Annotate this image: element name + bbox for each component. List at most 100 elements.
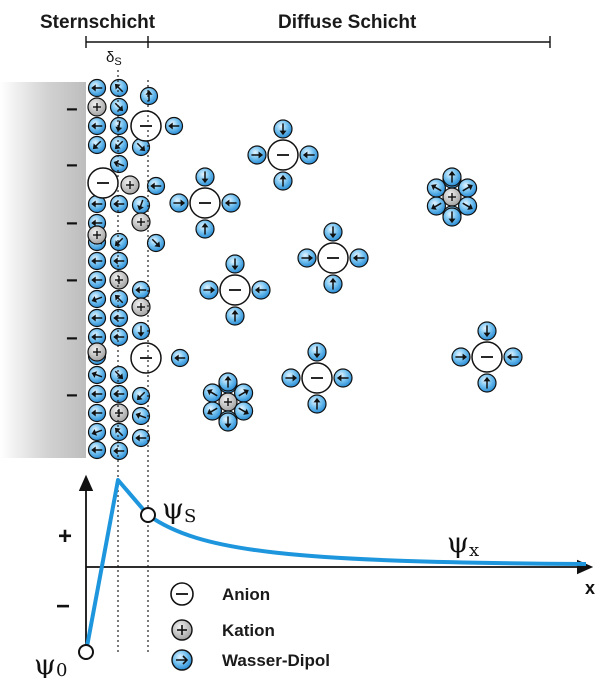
anion [189,187,221,219]
water-dipole [109,289,129,309]
water-dipole [169,193,189,213]
water-dipole [199,280,219,300]
anion [471,341,503,373]
water-dipole [131,137,151,157]
anion [219,274,251,306]
plus-sign: + [58,523,72,550]
water-dipole [87,308,107,328]
water-dipole [323,222,343,242]
water-dipole [442,167,462,187]
cation [442,187,462,207]
water-dipole [87,78,107,98]
electrode-surface [0,82,86,458]
cation [87,225,107,245]
water-dipole [225,306,245,326]
x-axis-label: x [585,578,595,598]
boundary-lines [117,70,149,655]
water-dipole [225,254,245,274]
water-dipole [109,116,129,136]
water-dipole [233,401,254,421]
wall-charge-minus: − [66,213,78,235]
wall-charge-minus: − [66,328,78,350]
anion [301,362,333,394]
psi0-point [78,644,94,660]
legend-label-kation: Kation [222,621,275,640]
water-dipole [281,368,301,388]
potential-graph: + − x ψ0 ψS ψx [34,474,595,678]
anion [87,167,119,199]
water-dipole [457,196,478,216]
header-area: Sternschicht Diffuse Schicht δS [40,12,551,68]
water-dipole [87,270,107,290]
potential-curve [84,478,587,653]
water-dipole [146,176,166,196]
water-dipole [457,178,478,198]
ion-layer [87,78,523,461]
water-dipole [164,116,184,136]
water-dipole [233,383,254,403]
water-dipole [109,97,129,117]
cation [87,342,107,362]
water-dipole [109,308,129,328]
water-dipole [221,193,241,213]
water-dipole [109,135,129,155]
water-dipole [202,401,223,421]
water-dipole [218,412,238,432]
cation [87,97,107,117]
water-dipole [307,394,327,414]
water-dipole [451,347,471,367]
water-dipole [109,441,129,461]
water-dipole [109,365,129,385]
water-dipole [170,348,190,368]
anion [317,242,349,274]
water-dipole [251,280,271,300]
water-dipole [87,251,107,271]
wall-charge-minus: − [66,155,78,177]
water-dipole [87,422,107,442]
water-dipole [426,178,447,198]
water-dipole [247,145,267,165]
water-dipole [109,422,129,442]
water-dipole [299,145,319,165]
water-dipole [131,428,151,448]
water-dipole [87,135,107,155]
water-dipole [333,368,353,388]
water-dipole [139,86,159,106]
minus-sign: − [56,593,70,620]
anion [130,110,162,142]
legend-item-anion: Anion [170,582,270,606]
water-dipole [146,233,166,253]
water-dipole [426,196,447,216]
water-dipole [87,365,107,385]
water-dipole [87,384,107,404]
cation [120,175,140,195]
water-dipole [87,440,107,460]
water-dipole [349,248,369,268]
water-dipole [503,347,523,367]
water-dipole [131,195,151,215]
water-dipole [109,384,129,404]
diffuse-layer-title: Diffuse Schicht [278,12,417,33]
legend-label-anion: Anion [222,585,270,604]
cation [109,403,129,423]
stern-layer-title: Sternschicht [40,12,156,33]
water-dipole [131,386,151,406]
water-dipole [195,167,215,187]
psiS-point [140,507,156,523]
water-dipole [109,154,129,174]
water-dipole [131,321,151,341]
water-dipole [202,383,223,403]
wall-charge-minus: − [66,99,78,121]
water-dipole [307,342,327,362]
cation [131,212,151,232]
water-dipole [195,219,215,239]
water-dipole [477,373,497,393]
wall-charges: − − − − − − [66,99,78,407]
water-dipole [131,406,151,426]
water-dipole [87,289,107,309]
delta-s-label: δS [106,49,122,68]
cation [109,270,129,290]
water-dipole [273,119,293,139]
water-dipole [442,207,462,227]
